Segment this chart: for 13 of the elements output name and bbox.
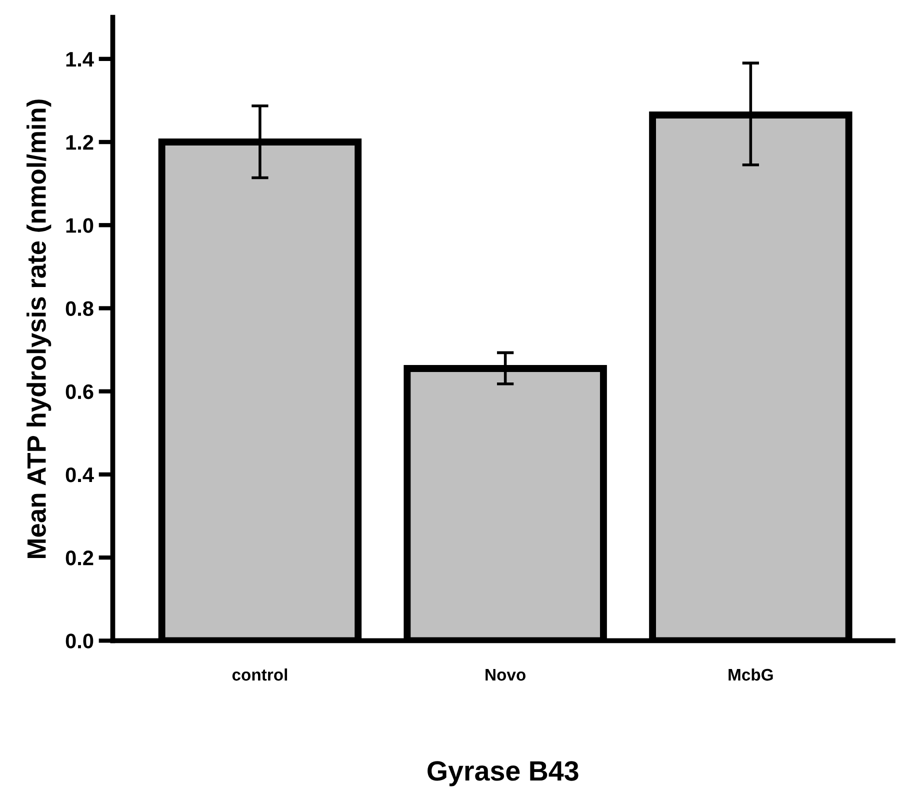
- y-tick-label: 1.0: [66, 218, 94, 233]
- y-tick-label: 1.2: [66, 135, 94, 150]
- x-tick-label: control: [232, 668, 288, 681]
- x-tick-label: Novo: [486, 669, 526, 681]
- y-tick-label: 1.4: [66, 52, 94, 66]
- y-tick-label: 0.8: [66, 301, 94, 316]
- x-tick-label: McbG: [728, 668, 773, 681]
- y-tick-label: 0.4: [66, 467, 94, 482]
- x-axis-title: Gyrase B43: [428, 761, 578, 786]
- y-tick-label: 0.2: [66, 550, 94, 566]
- y-tick-label: 0.6: [66, 384, 94, 400]
- y-axis-title: Mean ATP hydrolysis rate (nmol/min): [26, 100, 52, 558]
- y-tick-label: 0.0: [66, 634, 94, 648]
